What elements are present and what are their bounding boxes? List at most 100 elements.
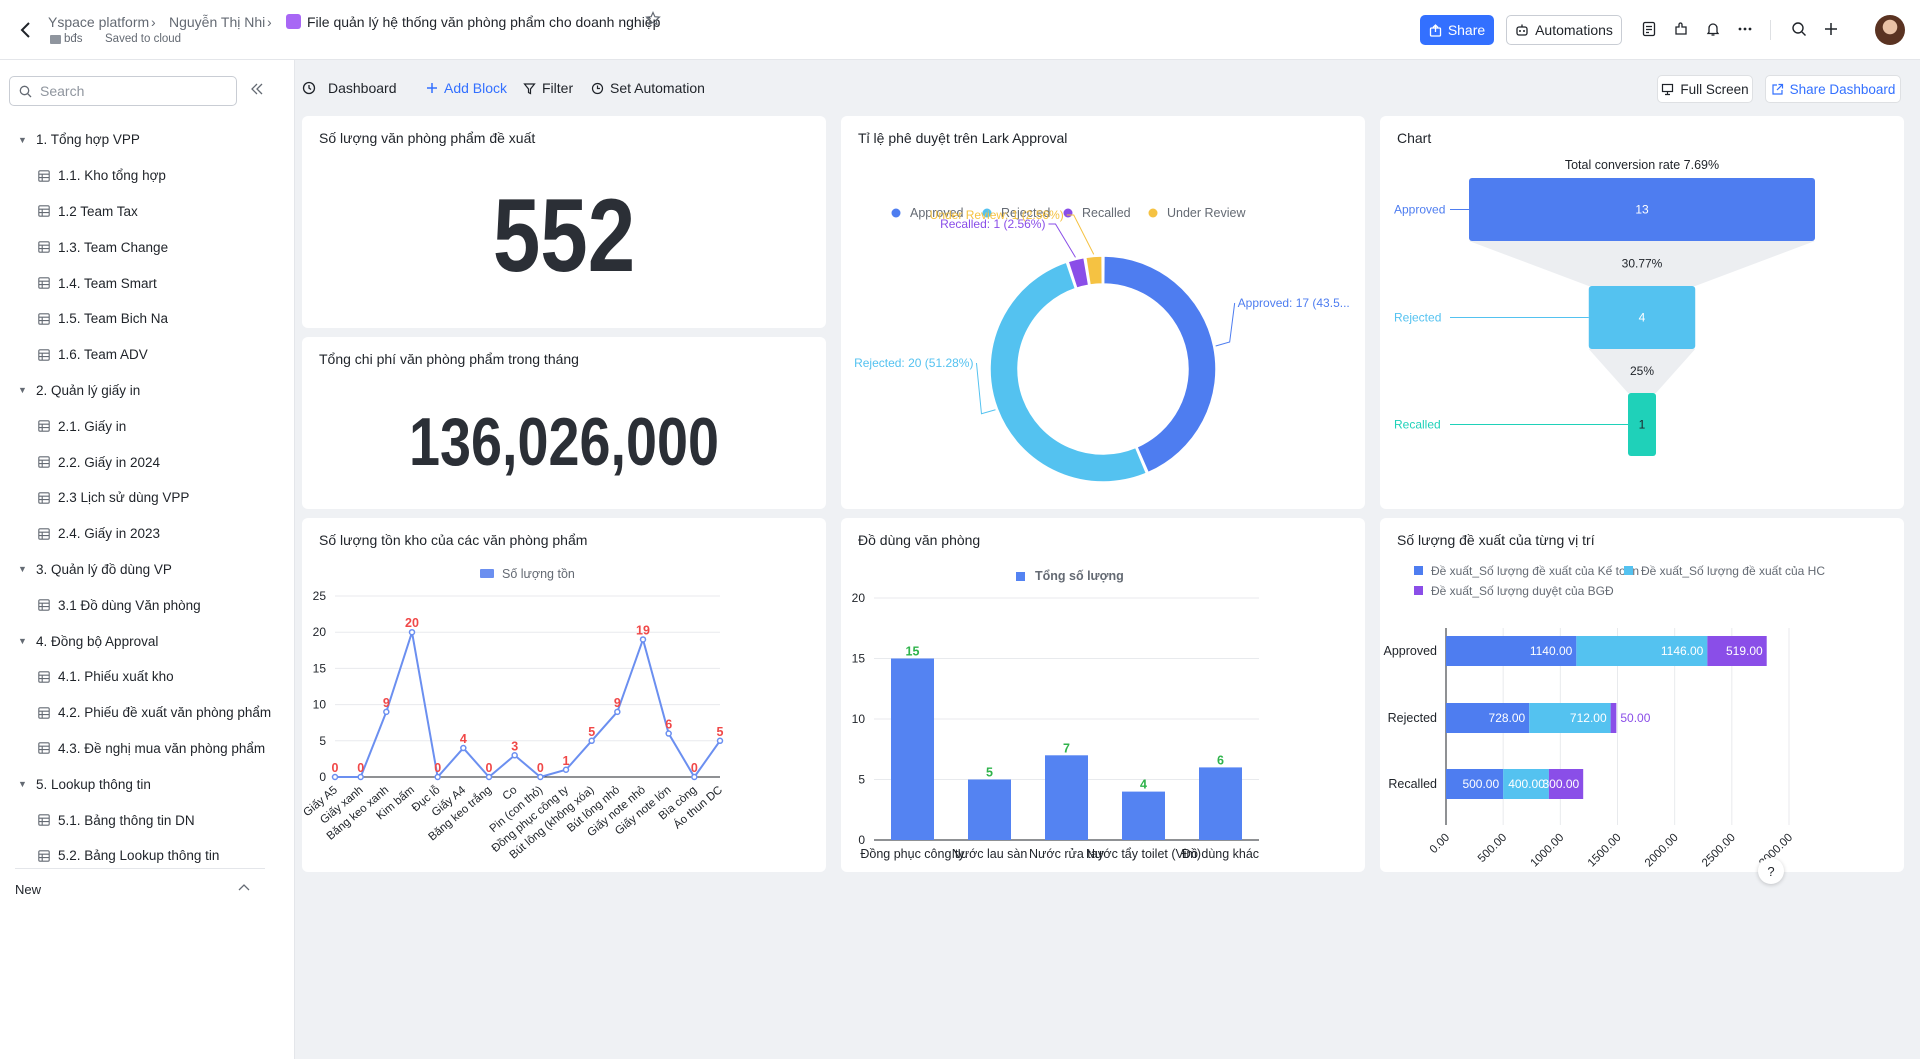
sidebar-item-label: 3.1 Đồ dùng Văn phòng: [58, 597, 201, 613]
collapse-sidebar-icon[interactable]: [250, 82, 264, 101]
filter-icon: [523, 82, 536, 95]
kpi-card-proposal-count[interactable]: Số lượng văn phòng phẩm đề xuất 552: [302, 116, 826, 328]
sidebar-item[interactable]: 1.5. Team Bich Na: [0, 301, 280, 337]
table-icon: [38, 241, 58, 254]
funnel-chart-card[interactable]: Chart Total conversion rate 7.69% 13 Appro…: [1380, 116, 1904, 509]
data-point: [434, 773, 441, 781]
share-label: Share: [1447, 22, 1486, 38]
sidebar-group[interactable]: ▼ 3. Quản lý đồ dùng VP: [0, 552, 280, 588]
table-icon: [38, 277, 58, 289]
folder-name[interactable]: bđs: [64, 33, 83, 45]
funnel-stage-label: Rejected: [1394, 311, 1441, 325]
full-screen-button[interactable]: Full Screen: [1657, 75, 1753, 103]
slice-label: Under Review: 1 (2.56%): [930, 208, 1064, 222]
card-title: Số lượng văn phòng phẩm đề xuất: [319, 130, 536, 146]
table-icon: [38, 169, 58, 182]
add-block-button[interactable]: Add Block: [426, 80, 507, 96]
data-label: 1146.00: [1661, 644, 1704, 658]
legend-marker: [1063, 208, 1073, 218]
sidebar-group-label: 1. Tổng hợp VPP: [36, 132, 140, 148]
filter-button[interactable]: Filter: [523, 80, 573, 96]
data-label: 712.00: [1570, 711, 1607, 725]
sidebar-item-label: 4.3. Đề nghị mua văn phòng phẩm: [58, 740, 266, 756]
y-tick-label: 20: [313, 625, 327, 639]
donut-chart-card[interactable]: Tỉ lệ phê duyệt trên Lark Approval Appro…: [841, 116, 1365, 509]
breadcrumb-workspace[interactable]: Yspace platform: [48, 14, 150, 30]
sidebar-item[interactable]: 1.4. Team Smart: [0, 265, 280, 301]
sidebar-item[interactable]: 1.2 Team Tax: [0, 194, 280, 230]
sidebar-item[interactable]: 1.1. Kho tổng hợp: [0, 158, 280, 194]
search-icon[interactable]: [1791, 21, 1807, 42]
line-chart-card[interactable]: Số lượng tồn kho của các văn phòng phẩm …: [302, 518, 826, 872]
star-icon[interactable]: [645, 11, 661, 32]
sidebar-item-label: 4.1. Phiếu xuất kho: [58, 669, 174, 685]
leader-line: [1048, 223, 1076, 258]
card-title: Tổng chi phí văn phòng phẩm trong tháng: [319, 351, 579, 367]
stacked-bar-chart-card[interactable]: Số lượng đề xuất của từng vị trí Đề xuất…: [1380, 518, 1904, 884]
bar-chart-card[interactable]: Đồ dùng văn phòng Tổng số lượng 0 5 10 15 20 1…: [841, 518, 1365, 872]
sidebar-item-label: 2.3 Lịch sử dùng VPP: [58, 490, 190, 506]
kpi-card-monthly-cost[interactable]: Tổng chi phí văn phòng phẩm trong tháng …: [302, 337, 826, 509]
doc-title[interactable]: File quản lý hệ thống văn phòng phẩm cho…: [307, 14, 661, 30]
sidebar-item[interactable]: 4.2. Phiếu đề xuất văn phòng phẩm: [0, 695, 280, 731]
data-label: 5: [588, 725, 595, 739]
search-input[interactable]: Search: [9, 76, 237, 106]
caret-down-icon: ▼: [18, 134, 27, 145]
filter-label: Filter: [542, 80, 574, 96]
plugin-icon[interactable]: [1673, 21, 1689, 42]
sidebar-group[interactable]: ▼ 5. Lookup thông tin: [0, 766, 280, 802]
set-automation-button[interactable]: Set Automation: [591, 80, 705, 96]
sidebar-item[interactable]: 1.3. Team Change: [0, 229, 280, 265]
sidebar-item[interactable]: 2.3 Lịch sử dùng VPP: [0, 480, 280, 516]
sidebar-group-label: 5. Lookup thông tin: [36, 776, 151, 792]
document-icon[interactable]: [1641, 21, 1657, 42]
plus-icon[interactable]: [1823, 21, 1839, 42]
sidebar-item[interactable]: 3.1 Đồ dùng Văn phòng: [0, 587, 280, 623]
table-icon: [38, 742, 58, 755]
funnel-chart: Total conversion rate 7.69% 13 Approved 30.…: [1394, 158, 1815, 456]
breadcrumb-owner[interactable]: Nguyễn Thị Nhi: [169, 14, 266, 30]
sidebar-item[interactable]: 1.6. Team ADV: [0, 337, 280, 373]
data-label: 4: [460, 732, 467, 746]
sidebar-group[interactable]: ▼ 1. Tổng hợp VPP: [0, 122, 280, 158]
bar: [891, 658, 934, 840]
y-tick-label: 20: [852, 591, 866, 605]
share-dashboard-button[interactable]: Share Dashboard: [1765, 75, 1901, 103]
funnel-stage: [1628, 393, 1656, 456]
data-point: [639, 636, 647, 643]
sidebar-group-label: 4. Đồng bộ Approval: [36, 633, 159, 649]
sidebar-item[interactable]: 2.2. Giấy in 2024: [0, 444, 280, 480]
stacked-bar-segment: [1446, 769, 1504, 799]
dashboard-tab[interactable]: Dashboard: [302, 80, 397, 96]
new-label[interactable]: New: [15, 882, 42, 897]
automations-button[interactable]: Automations: [1506, 15, 1622, 45]
sidebar-item[interactable]: 4.3. Đề nghị mua văn phòng phẩm: [0, 731, 280, 767]
sidebar-group[interactable]: ▼ 2. Quản lý giấy in: [0, 373, 280, 409]
slice-label: Approved: 17 (43.5...: [1238, 296, 1350, 310]
share-button[interactable]: Share: [1420, 15, 1494, 45]
legend-marker: [891, 208, 901, 218]
sidebar-item[interactable]: 4.1. Phiếu xuất kho: [0, 659, 280, 695]
sidebar-item[interactable]: 2.1. Giấy in: [0, 408, 280, 444]
sidebar-item[interactable]: 2.4. Giấy in 2023: [0, 516, 280, 552]
sidebar-item[interactable]: 5.1. Bảng thông tin DN: [0, 802, 280, 838]
more-icon[interactable]: [1737, 21, 1753, 42]
data-label: 300.00: [1542, 777, 1579, 791]
help-icon[interactable]: ?: [1758, 858, 1784, 884]
chevron-up-icon[interactable]: [237, 881, 251, 900]
bell-icon[interactable]: [1705, 21, 1721, 42]
data-label: 3: [511, 739, 518, 753]
share-dashboard-label: Share Dashboard: [1789, 81, 1896, 97]
sidebar-item-label: 5.1. Bảng thông tin DN: [58, 812, 195, 828]
sidebar-group[interactable]: ▼ 4. Đồng bộ Approval: [0, 623, 280, 659]
data-label: 6: [1217, 753, 1224, 767]
card-title: Chart: [1397, 130, 1432, 146]
sidebar-item[interactable]: 5.2. Bảng Lookup thông tin: [0, 838, 280, 874]
funnel-value-label: 4: [1639, 311, 1646, 325]
legend-marker: [1016, 572, 1025, 581]
back-icon[interactable]: [18, 18, 34, 42]
sidebar-item-label: 1.2 Team Tax: [58, 203, 138, 219]
sidebar-item-label: 1.4. Team Smart: [58, 275, 157, 291]
avatar[interactable]: [1875, 15, 1905, 45]
